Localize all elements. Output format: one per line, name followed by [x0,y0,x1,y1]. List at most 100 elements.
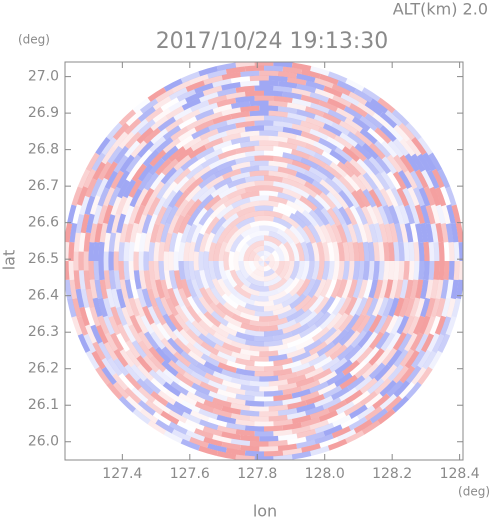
echo-cell [245,153,264,155]
echo-cell [226,252,227,270]
echo-cell [273,148,291,151]
echo-cell [236,371,254,374]
y-tick-label: 26.4 [28,288,59,304]
echo-cell [255,338,274,339]
echo-cell [259,83,278,84]
echo-cell [264,188,283,190]
echo-cell [264,153,283,155]
echo-cell [259,388,278,389]
echo-cell [431,242,432,261]
echo-cell [250,383,269,384]
echo-cell [250,348,269,349]
echo-cell [241,108,260,110]
echo-cell [418,224,421,242]
echo-cell [428,224,431,243]
echo-cell [106,233,108,252]
echo-cell [126,242,127,261]
echo-cell [226,450,245,453]
echo-cell [236,98,255,100]
echo-cell [236,63,255,65]
echo-cell [246,342,264,344]
echo-cell [92,224,95,242]
echo-cell [121,261,122,280]
echo-cell [453,280,456,299]
echo-cell [443,224,446,243]
echo-cell [283,425,302,428]
echo-cell [278,109,297,112]
echo-cell [236,432,255,434]
echo-cell [355,261,357,280]
echo-cell [240,437,259,439]
y-tick-label: 26.8 [28,142,59,158]
echo-cell [370,242,372,261]
echo-cell [111,270,113,289]
echo-cell [241,73,260,74]
echo-cell [222,74,240,77]
echo-cell [269,173,288,176]
echo-cell [236,396,255,399]
echo-cell [273,63,292,65]
echo-cell [421,261,422,280]
echo-cell [236,422,255,424]
echo-cell [259,328,277,329]
echo-cell [262,258,264,259]
echo-cell [136,270,139,288]
echo-cell [461,261,462,280]
echo-cell [416,242,417,261]
y-tick-label: 26.9 [28,105,59,121]
echo-cell [245,332,264,334]
echo-cell [126,261,127,280]
echo-cell [81,270,83,289]
x-tick-label: 128.4 [440,466,480,482]
echo-cell [283,450,302,453]
echo-cell [250,78,269,79]
echo-cell [406,242,407,261]
x-tick-label: 128.0 [305,466,345,482]
echo-cell [222,434,241,438]
echo-cell [375,242,377,261]
echo-cell [245,188,264,190]
echo-cell [451,242,452,261]
echo-cell [231,441,250,443]
chart-title: 2017/10/24 19:13:30 [156,29,389,54]
echo-cell [259,133,278,134]
echo-cell [141,233,144,252]
echo-cell [81,233,83,252]
y-tick-label: 26.0 [28,434,59,450]
echo-cell [92,280,95,298]
echo-cell [251,297,269,299]
echo-cell [141,270,144,289]
echo-cell [217,65,236,69]
echo-cell [421,242,422,261]
echo-cell [259,317,278,319]
echo-cell [250,198,269,200]
echo-cell [431,261,432,280]
echo-cell [156,242,158,261]
echo-cell [226,69,245,72]
echo-cell [231,416,250,419]
echo-cell [375,261,377,280]
echo-cell [273,432,292,434]
echo-cell [269,417,288,419]
echo-cell [255,183,274,184]
y-tick-label: 26.1 [28,397,59,413]
echo-cell [406,261,407,280]
echo-cell [360,242,362,261]
echo-cell [264,178,282,180]
echo-cell [116,233,118,252]
echo-cell [102,280,105,299]
echo-cell [201,252,202,271]
echo-cell [283,69,302,72]
echo-cell [441,242,442,261]
echo-cell [264,263,266,264]
echo-cell [136,233,139,251]
echo-cell [386,242,387,261]
echo-cell [448,224,451,243]
echo-cell [176,251,177,270]
echo-cell [453,223,456,242]
echo-cell [96,261,97,280]
echo-cell [345,243,347,261]
echo-cell [76,233,78,252]
echo-cell [335,242,337,261]
